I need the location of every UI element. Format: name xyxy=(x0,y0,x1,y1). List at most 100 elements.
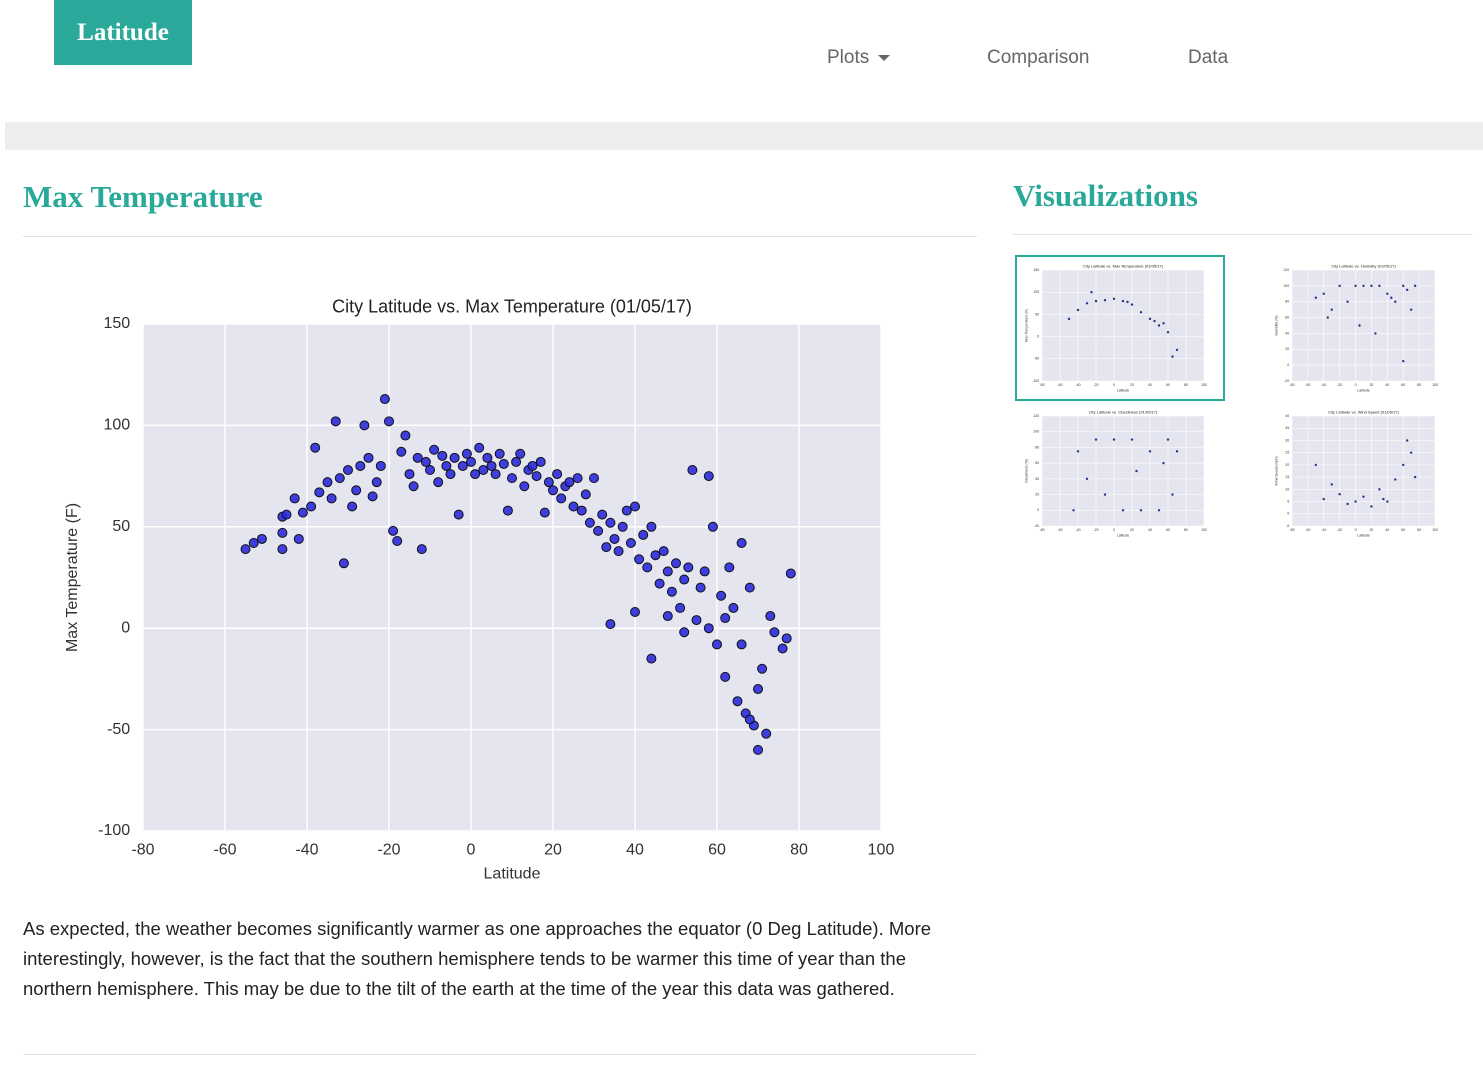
x-tick-label: -80 xyxy=(131,841,154,858)
banner-band xyxy=(5,122,1483,150)
point xyxy=(416,544,427,555)
x-axis-label: Latitude xyxy=(1117,533,1130,537)
x-tick-label: 0 xyxy=(1355,383,1357,387)
point xyxy=(1076,308,1080,312)
point xyxy=(306,501,317,512)
x-tick-label: -60 xyxy=(1057,383,1062,387)
x-tick-label: 60 xyxy=(1166,528,1170,532)
x-tick-label: 40 xyxy=(1385,383,1389,387)
point xyxy=(425,465,435,476)
point xyxy=(744,714,755,725)
y-axis-label: Wind Speed (mph) xyxy=(1275,456,1279,485)
point xyxy=(1402,284,1405,288)
point xyxy=(744,582,755,593)
point xyxy=(785,568,796,579)
nav-plots[interactable]: Plots xyxy=(827,47,891,69)
x-tick-label: 40 xyxy=(1148,528,1152,532)
x-tick-label: 60 xyxy=(1166,383,1170,387)
point xyxy=(363,452,374,463)
point xyxy=(1322,292,1325,295)
point xyxy=(293,533,304,544)
chart: -80 -60 -40 -20 0 20 40 60 80 100 -20 0 20 40 60 80 100 1… xyxy=(1275,263,1438,392)
point xyxy=(543,477,554,488)
point xyxy=(1166,330,1170,334)
y-tick-label: 30 xyxy=(1285,438,1289,442)
y-tick-label: 150 xyxy=(103,315,130,332)
x-tick-label: 0 xyxy=(1113,528,1115,532)
nav-link[interactable]: Comparison xyxy=(987,47,1090,68)
point xyxy=(1378,284,1381,288)
point xyxy=(1130,438,1134,441)
point xyxy=(1405,439,1409,442)
x-tick-label: 80 xyxy=(790,841,808,858)
point xyxy=(601,542,612,553)
x-tick-label: -60 xyxy=(1305,383,1310,387)
point xyxy=(1148,317,1152,321)
y-tick-label: 20 xyxy=(1285,463,1289,467)
dropdown-caret xyxy=(878,54,891,61)
y-tick-label: 20 xyxy=(1285,347,1289,351)
point xyxy=(470,469,481,480)
point xyxy=(449,452,460,463)
point xyxy=(355,460,366,471)
x-tick-label: 60 xyxy=(708,841,726,858)
point xyxy=(572,473,583,484)
point xyxy=(1094,438,1098,441)
point xyxy=(1358,324,1361,327)
x-tick-label: -60 xyxy=(1305,528,1310,532)
point xyxy=(281,509,292,520)
point xyxy=(1126,300,1129,304)
point xyxy=(1103,493,1107,496)
point xyxy=(371,477,382,488)
point xyxy=(728,602,739,613)
y-tick-label: 120 xyxy=(1283,268,1289,272)
point xyxy=(347,501,358,512)
point xyxy=(240,544,251,555)
point xyxy=(367,491,378,502)
point xyxy=(609,533,620,544)
point xyxy=(1067,317,1071,321)
point xyxy=(707,521,718,532)
y-tick-label: 100 xyxy=(1283,284,1289,288)
y-tick-label: 25 xyxy=(1285,451,1289,455)
x-tick-label: 40 xyxy=(1385,528,1389,532)
x-tick-label: -40 xyxy=(1321,383,1326,387)
point xyxy=(753,744,763,755)
nav-link[interactable]: Data xyxy=(1188,47,1229,68)
point xyxy=(646,653,657,664)
point xyxy=(412,452,423,463)
point xyxy=(408,481,419,492)
point xyxy=(1094,299,1098,303)
point xyxy=(379,394,390,405)
point xyxy=(478,465,489,476)
plot-area xyxy=(1042,270,1204,381)
point xyxy=(1382,497,1385,501)
point xyxy=(404,469,415,480)
x-tick-label: 0 xyxy=(1113,383,1115,387)
point xyxy=(482,452,493,463)
thumbnail-selected[interactable] xyxy=(1015,255,1225,401)
point xyxy=(597,509,608,520)
point xyxy=(1322,497,1325,501)
x-tick-label: -20 xyxy=(1093,528,1098,532)
y-tick-label: 50 xyxy=(1035,312,1039,316)
point xyxy=(1072,509,1075,512)
point xyxy=(1085,302,1089,305)
point xyxy=(1314,296,1318,299)
chart: -80 -60 -40 -20 0 20 40 60 80 100 -100 -50 0 50 100 150… xyxy=(1025,263,1207,392)
point xyxy=(548,485,558,496)
point xyxy=(716,590,727,601)
chart-title: City Latitude vs. Max Temperature (01/05… xyxy=(332,297,692,317)
point xyxy=(490,469,501,480)
point xyxy=(277,527,288,538)
x-tick-label: -80 xyxy=(1289,528,1294,532)
point xyxy=(736,639,747,650)
point xyxy=(1346,300,1349,303)
brand[interactable]: Latitude xyxy=(54,0,192,65)
nav-link[interactable]: Plots xyxy=(827,47,870,68)
point xyxy=(1346,502,1349,506)
point xyxy=(539,507,550,518)
divider xyxy=(23,1054,977,1055)
point xyxy=(1413,475,1417,479)
point xyxy=(1166,438,1170,441)
